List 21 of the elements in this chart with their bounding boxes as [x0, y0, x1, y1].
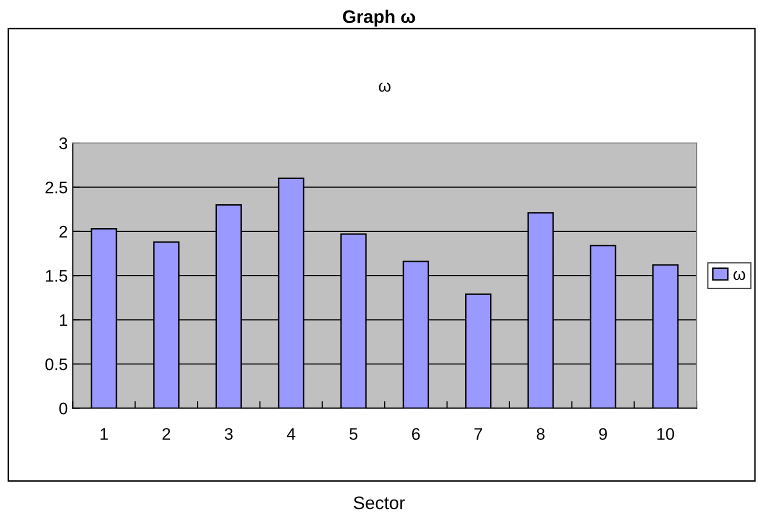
y-tick-label: 2.5 — [46, 182, 68, 194]
x-tick-label: 5 — [350, 428, 358, 440]
chart-title: Graph ω — [343, 10, 416, 27]
y-tick-label: 3 — [59, 137, 68, 150]
x-tick-label: 4 — [286, 428, 296, 440]
x-tick-label: 1 — [100, 428, 108, 440]
x-tick-label: 6 — [412, 428, 420, 440]
x-tick-label: 2 — [162, 428, 170, 440]
x-axis-title: Sector — [354, 496, 405, 510]
y-tick-label: 0 — [59, 402, 68, 414]
legend-label: ω — [734, 270, 746, 280]
x-tick-label: 9 — [599, 428, 607, 440]
x-tick-label: 10 — [657, 428, 674, 440]
x-tick-label: 8 — [536, 428, 545, 440]
chart-subtitle: ω — [378, 82, 391, 92]
y-tick-label: 1 — [60, 314, 68, 326]
x-tick-label: 3 — [224, 428, 233, 440]
x-tick-label: 7 — [474, 428, 482, 440]
y-tick-label: 1.5 — [46, 270, 68, 282]
y-tick-label: 0.5 — [45, 358, 68, 370]
y-tick-label: 2 — [59, 226, 68, 238]
